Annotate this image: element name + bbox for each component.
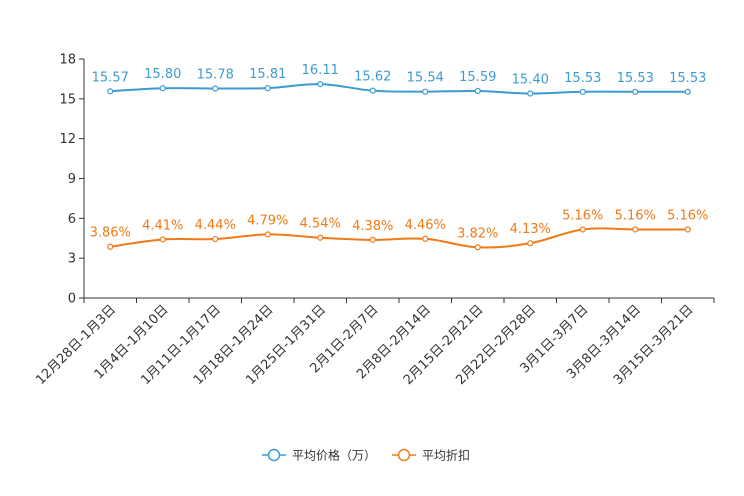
series-line xyxy=(110,83,688,95)
data-point xyxy=(474,87,481,95)
data-label: 15.53 xyxy=(669,71,706,86)
x-axis: 12月28日-1月3日1月4日-1月10日1月11日-1月17日1月18日-1月… xyxy=(33,297,715,388)
data-label: 4.46% xyxy=(405,218,446,233)
data-label: 5.16% xyxy=(615,208,656,223)
data-label: 15.80 xyxy=(144,67,181,82)
data-point xyxy=(264,84,271,92)
data-point xyxy=(212,235,219,243)
data-label: 15.57 xyxy=(92,70,129,85)
data-label: 4.38% xyxy=(352,219,393,234)
data-label: 15.54 xyxy=(407,71,444,86)
data-point xyxy=(107,88,114,95)
legend-marker xyxy=(267,448,281,462)
data-point xyxy=(527,240,534,247)
data-label: 5.16% xyxy=(667,208,708,223)
series-1: 15.57 15.80 15.78 15.81 16.11 15.62 15.54 15.59… xyxy=(92,63,706,97)
y-tick-label: 9 xyxy=(68,172,76,187)
data-point xyxy=(684,226,691,233)
legend: 平均价格（万） 平均折扣 xyxy=(262,448,470,463)
data-point xyxy=(264,231,271,238)
data-point xyxy=(159,236,166,243)
y-tick-label: 0 xyxy=(68,292,76,307)
data-point xyxy=(684,88,691,95)
y-axis: 0 3 6 9 12 15 18 xyxy=(59,53,85,307)
data-point xyxy=(369,236,376,243)
data-label: 4.13% xyxy=(510,222,551,237)
data-label: 16.11 xyxy=(302,63,339,78)
data-label: 15.78 xyxy=(197,67,234,82)
data-point xyxy=(579,226,586,233)
series-2: 3.86% 4.41% 4.44% 4.79% 4.54% 4.38% 4.46% 3.82%… xyxy=(90,208,708,251)
data-label: 4.79% xyxy=(247,213,288,228)
y-tick-label: 18 xyxy=(59,53,76,68)
series-layer: 15.57 15.80 15.78 15.81 16.11 15.62 15.54 15.59… xyxy=(90,63,708,251)
data-point xyxy=(369,87,376,94)
data-label: 5.16% xyxy=(562,208,603,223)
data-point xyxy=(212,85,219,92)
data-point xyxy=(632,88,639,95)
data-point xyxy=(527,90,534,97)
data-point xyxy=(317,234,324,241)
y-tick-label: 12 xyxy=(59,132,76,147)
data-point xyxy=(632,226,639,233)
data-point xyxy=(422,88,429,95)
data-label: 3.86% xyxy=(90,226,131,241)
data-label: 15.53 xyxy=(617,71,654,86)
legend-item-1: 平均价格（万） xyxy=(262,448,376,463)
legend-item-2: 平均折扣 xyxy=(392,448,470,463)
y-tick-label: 3 xyxy=(68,252,76,267)
legend-label: 平均折扣 xyxy=(422,448,470,463)
data-label: 15.81 xyxy=(249,67,286,82)
data-label: 4.54% xyxy=(300,217,341,232)
data-point xyxy=(474,244,481,251)
data-point xyxy=(317,80,324,88)
data-label: 15.40 xyxy=(512,73,549,88)
data-label: 15.62 xyxy=(354,70,391,85)
data-point xyxy=(422,235,429,242)
data-label: 15.53 xyxy=(564,71,601,86)
legend-marker xyxy=(397,448,411,462)
data-label: 3.82% xyxy=(457,226,498,241)
y-tick-label: 6 xyxy=(68,212,76,227)
data-point xyxy=(579,88,586,95)
data-label: 4.41% xyxy=(142,218,183,233)
legend-label: 平均价格（万） xyxy=(292,448,376,463)
series-line xyxy=(110,227,688,249)
data-label: 4.44% xyxy=(195,218,236,233)
data-point xyxy=(159,85,166,92)
y-tick-label: 15 xyxy=(59,92,76,107)
data-label: 15.59 xyxy=(459,70,496,85)
data-point xyxy=(107,243,114,250)
